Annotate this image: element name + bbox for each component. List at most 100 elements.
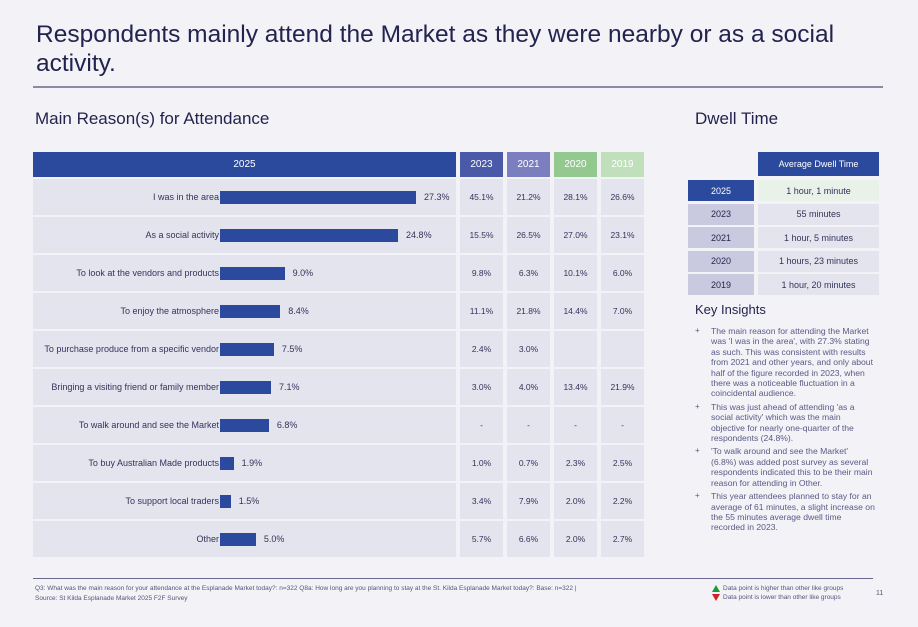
category-label: To purchase produce from a specific vend… — [44, 344, 219, 354]
cell-2023: 9.8% — [460, 255, 503, 291]
dwell-year-label: 2021 — [688, 227, 754, 248]
dwell-year-label: 2019 — [688, 274, 754, 295]
bar-value-label: 5.0% — [263, 534, 285, 544]
cell-2020: 2.0% — [554, 483, 597, 519]
bar-2025 — [220, 419, 269, 432]
bar-2025 — [220, 381, 271, 394]
column-header-2023: 2023 — [460, 152, 503, 177]
bar-value-label: 7.1% — [278, 382, 300, 392]
dwell-year-label: 2023 — [688, 203, 754, 225]
cell-2019: 7.0% — [601, 293, 644, 329]
key-insights-list: + The main reason for attending the Marke… — [695, 326, 875, 536]
cell-2021: 0.7% — [507, 445, 550, 481]
cell-2019: 26.6% — [601, 179, 644, 215]
column-header-2021: 2021 — [507, 152, 550, 177]
category-label: To enjoy the atmosphere — [120, 306, 219, 316]
row-bar-cell: Bringing a visiting friend or family mem… — [33, 369, 456, 405]
cell-2021: 26.5% — [507, 217, 550, 253]
dwell-time-value: 1 hour, 1 minute — [758, 180, 879, 201]
cell-2021: 6.6% — [507, 521, 550, 557]
cell-2021: - — [507, 407, 550, 443]
title-divider — [33, 86, 883, 88]
plus-bullet-icon: + — [695, 491, 700, 501]
category-label: To support local traders — [125, 496, 219, 506]
cell-2023: 11.1% — [460, 293, 503, 329]
dwell-time-value: 1 hours, 23 minutes — [758, 250, 879, 272]
plus-bullet-icon: + — [695, 446, 700, 456]
cell-2019: 6.0% — [601, 255, 644, 291]
cell-2020: - — [554, 407, 597, 443]
column-header-2020: 2020 — [554, 152, 597, 177]
dwell-table-header: Average Dwell Time — [758, 152, 879, 176]
bar-2025 — [220, 343, 274, 356]
bar-2025 — [220, 495, 231, 508]
insight-text: This was just ahead of attending 'as a s… — [711, 401, 855, 444]
insight-item: + This was just ahead of attending 'as a … — [695, 402, 875, 444]
category-label: To look at the vendors and products — [76, 268, 219, 278]
insight-item: + This year attendees planned to stay for… — [695, 491, 875, 533]
row-bar-cell: To look at the vendors and products 9.0% — [33, 255, 456, 291]
cell-2021: 21.2% — [507, 179, 550, 215]
bar-2025 — [220, 191, 416, 204]
cell-2023: 2.4% — [460, 331, 503, 367]
cell-2023: 15.5% — [460, 217, 503, 253]
dwell-year-label: 2020 — [688, 250, 754, 272]
cell-2019: 23.1% — [601, 217, 644, 253]
category-label: To walk around and see the Market — [78, 420, 219, 430]
triangle-up-icon — [712, 585, 720, 592]
cell-2023: 5.7% — [460, 521, 503, 557]
insight-text: The main reason for attending the Market… — [711, 326, 873, 399]
column-header-2019: 2019 — [601, 152, 644, 177]
question-note: Q3: What was the main reason for your at… — [35, 585, 577, 592]
insight-text: 'To walk around and see the Market' (6.8… — [711, 446, 873, 488]
cell-2019: 2.2% — [601, 483, 644, 519]
table-row: As a social activity 24.8% 15.5% 26.5% 27.0%… — [33, 217, 644, 253]
table-row: Other 5.0% 5.7% 6.6% 2.0% 2.7% — [33, 521, 644, 557]
cell-2020: 2.3% — [554, 445, 597, 481]
bar-2025 — [220, 229, 399, 242]
cell-2020 — [554, 331, 597, 367]
cell-2019 — [601, 331, 644, 367]
cell-2020: 27.0% — [554, 217, 597, 253]
row-bar-cell: Other 5.0% — [33, 521, 456, 557]
key-insights-heading: Key Insights — [695, 302, 766, 317]
page-number: 11 — [876, 590, 884, 597]
row-bar-cell: To buy Australian Made products 1.9% — [33, 445, 456, 481]
bar-value-label: 6.8% — [276, 420, 298, 430]
category-label: To buy Australian Made products — [88, 458, 219, 468]
dwell-year-label: 2025 — [688, 180, 754, 201]
bar-value-label: 8.4% — [288, 306, 309, 316]
significance-legend: Data point is higher than other like gro… — [712, 584, 843, 602]
cell-2020: 14.4% — [554, 293, 597, 329]
bar-2025 — [220, 305, 281, 318]
cell-2020: 10.1% — [554, 255, 597, 291]
dwell-time-value: 55 minutes — [758, 203, 879, 225]
cell-2021: 7.9% — [507, 483, 550, 519]
footer-notes: Q3: What was the main reason for your at… — [35, 584, 577, 604]
column-header-2025: 2025 — [33, 152, 456, 177]
row-bar-cell: To support local traders 1.5% — [33, 483, 456, 519]
cell-2021: 6.3% — [507, 255, 550, 291]
legend-higher: Data point is higher than other like gro… — [723, 585, 844, 592]
cell-2020: 2.0% — [554, 521, 597, 557]
row-bar-cell: To enjoy the atmosphere 8.4% — [33, 293, 456, 329]
insight-text: This year attendees planned to stay for … — [711, 491, 875, 533]
plus-bullet-icon: + — [695, 401, 700, 411]
cell-2023: 3.0% — [460, 369, 503, 405]
footer-divider — [33, 578, 873, 579]
insight-item: + 'To walk around and see the Market' (6.… — [695, 446, 875, 488]
bar-value-label: 7.5% — [281, 344, 303, 354]
dwell-time-value: 1 hour, 5 minutes — [758, 227, 879, 248]
main-reasons-heading: Main Reason(s) for Attendance — [35, 109, 270, 128]
category-label: As a social activity — [145, 230, 219, 240]
cell-2019: 21.9% — [601, 369, 644, 405]
cell-2019: 2.5% — [601, 445, 644, 481]
source-note: Source: St Kilda Esplanade Market 2025 F… — [35, 595, 188, 602]
plus-bullet-icon: + — [695, 326, 700, 335]
cell-2023: 1.0% — [460, 445, 503, 481]
bar-2025 — [220, 457, 234, 470]
cell-2021: 4.0% — [507, 369, 550, 405]
cell-2023: 45.1% — [460, 179, 503, 215]
dwell-time-heading: Dwell Time — [695, 109, 779, 128]
table-row: To buy Australian Made products 1.9% 1.0% 0… — [33, 445, 644, 481]
